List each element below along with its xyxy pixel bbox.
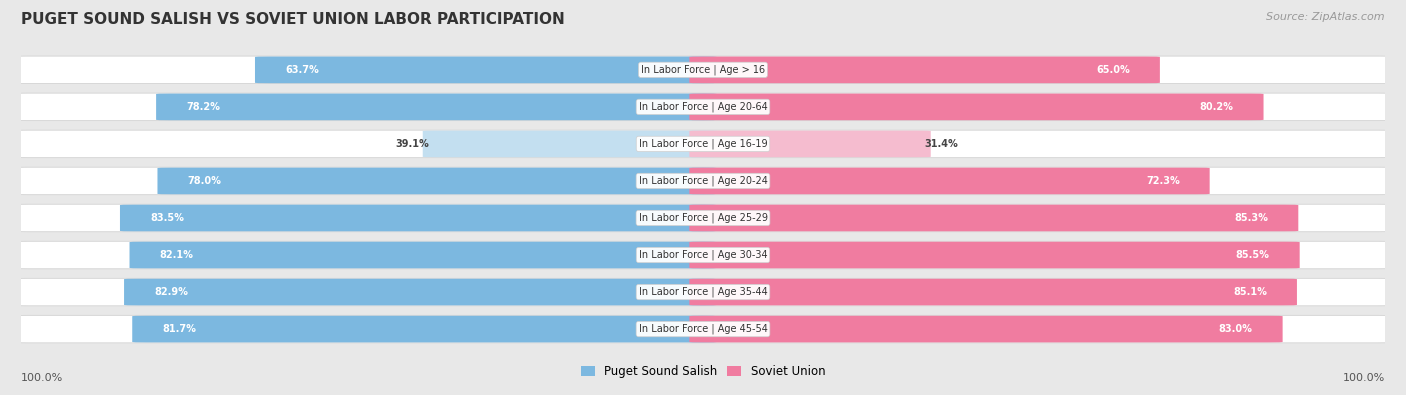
Text: 83.5%: 83.5% (150, 213, 184, 223)
FancyBboxPatch shape (129, 242, 717, 268)
FancyBboxPatch shape (689, 94, 1264, 120)
FancyBboxPatch shape (157, 167, 717, 194)
FancyBboxPatch shape (689, 279, 1296, 305)
FancyBboxPatch shape (156, 94, 717, 120)
Text: 65.0%: 65.0% (1097, 65, 1130, 75)
Text: 63.7%: 63.7% (285, 65, 319, 75)
Text: 78.0%: 78.0% (187, 176, 221, 186)
FancyBboxPatch shape (11, 241, 1395, 269)
FancyBboxPatch shape (254, 56, 717, 83)
Text: 82.9%: 82.9% (155, 287, 188, 297)
Text: 72.3%: 72.3% (1146, 176, 1180, 186)
FancyBboxPatch shape (11, 278, 1395, 306)
FancyBboxPatch shape (11, 204, 1395, 232)
Text: 85.3%: 85.3% (1234, 213, 1268, 223)
Text: In Labor Force | Age 45-54: In Labor Force | Age 45-54 (638, 324, 768, 334)
Text: In Labor Force | Age 30-34: In Labor Force | Age 30-34 (638, 250, 768, 260)
FancyBboxPatch shape (11, 315, 1395, 343)
Text: In Labor Force | Age > 16: In Labor Force | Age > 16 (641, 65, 765, 75)
Text: 31.4%: 31.4% (924, 139, 957, 149)
Text: In Labor Force | Age 25-29: In Labor Force | Age 25-29 (638, 213, 768, 223)
Text: 80.2%: 80.2% (1199, 102, 1233, 112)
Text: 85.1%: 85.1% (1233, 287, 1267, 297)
Text: 83.0%: 83.0% (1219, 324, 1253, 334)
FancyBboxPatch shape (423, 131, 717, 157)
FancyBboxPatch shape (124, 279, 717, 305)
FancyBboxPatch shape (120, 205, 717, 231)
FancyBboxPatch shape (11, 167, 1395, 195)
FancyBboxPatch shape (689, 131, 931, 157)
Text: 100.0%: 100.0% (1343, 373, 1385, 383)
FancyBboxPatch shape (11, 130, 1395, 158)
FancyBboxPatch shape (689, 242, 1299, 268)
FancyBboxPatch shape (689, 316, 1282, 342)
Text: 85.5%: 85.5% (1236, 250, 1270, 260)
Text: In Labor Force | Age 16-19: In Labor Force | Age 16-19 (638, 139, 768, 149)
FancyBboxPatch shape (11, 93, 1395, 121)
Text: 100.0%: 100.0% (21, 373, 63, 383)
FancyBboxPatch shape (689, 56, 1160, 83)
Text: Source: ZipAtlas.com: Source: ZipAtlas.com (1267, 12, 1385, 22)
Text: In Labor Force | Age 35-44: In Labor Force | Age 35-44 (638, 287, 768, 297)
Text: 78.2%: 78.2% (186, 102, 219, 112)
Text: 81.7%: 81.7% (162, 324, 195, 334)
FancyBboxPatch shape (11, 56, 1395, 84)
FancyBboxPatch shape (689, 167, 1209, 194)
Text: In Labor Force | Age 20-64: In Labor Force | Age 20-64 (638, 102, 768, 112)
FancyBboxPatch shape (132, 316, 717, 342)
FancyBboxPatch shape (689, 205, 1298, 231)
Text: 82.1%: 82.1% (159, 250, 194, 260)
Legend: Puget Sound Salish, Soviet Union: Puget Sound Salish, Soviet Union (576, 361, 830, 383)
Text: PUGET SOUND SALISH VS SOVIET UNION LABOR PARTICIPATION: PUGET SOUND SALISH VS SOVIET UNION LABOR… (21, 12, 565, 27)
Text: 39.1%: 39.1% (396, 139, 430, 149)
Text: In Labor Force | Age 20-24: In Labor Force | Age 20-24 (638, 176, 768, 186)
